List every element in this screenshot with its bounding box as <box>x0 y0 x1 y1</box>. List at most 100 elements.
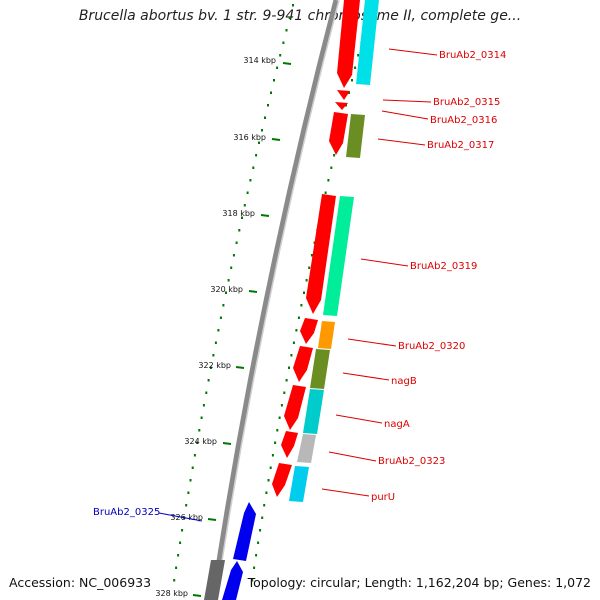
category-bar-bruab2-0314[interactable] <box>356 0 379 85</box>
gc-dot <box>249 179 252 182</box>
gene-feature-bruab2-0317[interactable] <box>329 112 348 155</box>
gc-dot <box>310 254 313 257</box>
gc-dot <box>232 254 235 257</box>
gene-label[interactable]: BruAb2_0325 <box>93 507 160 518</box>
category-bar-puru[interactable] <box>289 466 309 502</box>
gc-dot <box>181 529 184 532</box>
gene-feature-naga[interactable] <box>284 385 306 430</box>
gene-label[interactable]: nagA <box>384 419 410 430</box>
gene-label[interactable]: BruAb2_0323 <box>378 456 445 467</box>
gc-dot <box>273 79 275 82</box>
cog-category-track[interactable] <box>289 0 379 502</box>
gc-dot <box>255 554 258 557</box>
forward-strand-genes[interactable] <box>272 0 360 497</box>
gc-dot <box>175 566 178 569</box>
gc-dot <box>295 329 298 332</box>
gene-labels[interactable]: BruAb2_0314 BruAb2_0315 BruAb2_0316 BruA… <box>93 50 506 518</box>
accession-label: Accession: NC_006933 <box>9 575 152 590</box>
gc-dot <box>241 216 243 219</box>
gene-feature-bruab2-0319[interactable] <box>306 194 336 314</box>
gc-dot <box>214 341 217 344</box>
category-bar-bruab2-0323[interactable] <box>297 434 316 463</box>
gc-dot <box>243 204 246 207</box>
tick-label: 320 kbp <box>210 285 243 294</box>
category-bar-bruab2-0317[interactable] <box>346 114 365 158</box>
gene-label[interactable]: BruAb2_0315 <box>433 97 500 108</box>
gc-dot <box>200 416 203 419</box>
gc-dot <box>253 566 256 569</box>
gc-dot <box>263 504 266 507</box>
gc-dot <box>297 316 300 319</box>
gc-dot <box>251 579 254 582</box>
gene-feature-puru[interactable] <box>272 463 292 497</box>
gene-label[interactable]: BruAb2_0317 <box>427 140 494 151</box>
gc-dot <box>258 141 260 144</box>
gene-feature-nagb[interactable] <box>293 346 313 382</box>
gc-dot <box>261 516 264 519</box>
gc-dot <box>189 479 192 482</box>
gc-dot <box>300 304 303 307</box>
gc-dot <box>285 379 288 382</box>
gc-dot <box>283 391 286 394</box>
gene-feature-bruab2-0323[interactable] <box>281 431 298 458</box>
gc-dot <box>185 504 188 507</box>
gene-label[interactable]: purU <box>371 492 395 503</box>
gc-dot <box>230 266 233 269</box>
gene-feature-bruab2-0316[interactable] <box>335 102 348 110</box>
gc-dot <box>271 454 274 457</box>
gc-dot <box>264 116 266 119</box>
topology-summary: Topology: circular; Length: 1,162,204 bp… <box>247 575 591 590</box>
tick-label: 318 kbp <box>222 209 255 218</box>
gc-dot <box>217 329 220 332</box>
gc-dot <box>196 441 199 444</box>
gene-feature-gray-lower[interactable] <box>204 560 225 600</box>
gene-feature-bruab2-0325[interactable] <box>233 502 256 561</box>
gene-label[interactable]: BruAb2_0320 <box>398 341 465 352</box>
gc-dot <box>303 291 305 294</box>
gene-feature-reverse-lower[interactable] <box>222 561 243 600</box>
category-bar-bruab2-0320[interactable] <box>318 321 335 349</box>
gc-dot <box>179 541 182 544</box>
category-bar-naga[interactable] <box>303 389 324 434</box>
gc-dot <box>292 4 294 7</box>
gc-dot <box>348 91 350 94</box>
map-title: Brucella abortus bv. 1 str. 9-941 chromo… <box>78 8 522 24</box>
gc-dot <box>267 104 269 107</box>
category-bar-nagb[interactable] <box>310 349 330 389</box>
gc-dot <box>191 466 194 469</box>
gene-feature-bruab2-0314[interactable] <box>337 0 360 88</box>
gc-dot <box>357 54 360 57</box>
category-bar-bruab2-0319[interactable] <box>323 196 354 316</box>
gene-label[interactable]: BruAb2_0316 <box>430 115 497 126</box>
gc-dot <box>235 241 238 244</box>
reverse-strand-genes[interactable] <box>204 502 256 600</box>
gene-label[interactable]: BruAb2_0314 <box>439 50 506 61</box>
tick-label: 326 kbp <box>170 513 203 522</box>
gene-label[interactable]: BruAb2_0319 <box>410 261 477 272</box>
gc-dot <box>238 229 241 232</box>
gene-label[interactable]: nagB <box>391 376 417 387</box>
gc-dot <box>308 266 311 269</box>
gc-dot <box>354 66 357 69</box>
tick-label: 328 kbp <box>155 589 188 598</box>
gc-dot <box>270 91 272 94</box>
gc-dot <box>219 316 222 319</box>
kbp-tick-labels: 314 kbp 316 kbp 318 kbp 320 kbp 322 kbp … <box>155 56 276 598</box>
gc-dot <box>212 354 215 357</box>
gene-feature-bruab2-0320[interactable] <box>300 318 318 344</box>
gc-dot <box>227 279 230 282</box>
gc-dot <box>257 541 260 544</box>
gc-dot <box>351 79 353 82</box>
gc-dot <box>187 491 190 494</box>
gc-dot <box>324 191 327 194</box>
gc-dot <box>225 291 227 294</box>
gc-dot <box>255 154 258 157</box>
gc-dot <box>279 54 282 57</box>
gc-dot <box>193 454 196 457</box>
gc-dot <box>261 129 263 132</box>
gene-feature-bruab2-0315[interactable] <box>337 90 350 100</box>
tick-label: 322 kbp <box>198 361 231 370</box>
gc-dot <box>330 166 333 169</box>
gc-dot <box>205 391 208 394</box>
